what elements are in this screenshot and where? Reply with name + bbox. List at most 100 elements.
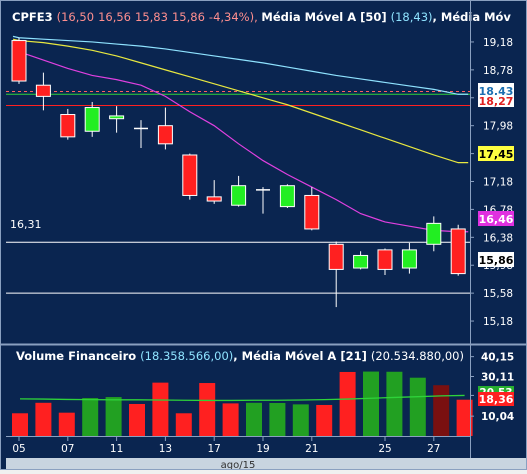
ma50-label: Média Móvel A [50] (261, 10, 386, 24)
volume-bar[interactable] (12, 413, 28, 436)
candle[interactable] (450, 224, 466, 276)
volume-bar[interactable] (129, 403, 145, 436)
candle-body (450, 228, 466, 275)
yellow-ma-badge: 17,45 (479, 148, 514, 161)
volume-bar[interactable] (316, 404, 333, 436)
price-reference-lines (6, 90, 470, 294)
price-tick-label: 16,38 (483, 232, 513, 244)
close-value: 15,86 (172, 10, 205, 24)
candle[interactable] (60, 108, 76, 140)
price-pane[interactable] (6, 6, 470, 343)
candle[interactable] (182, 153, 198, 200)
volume-bars (12, 371, 473, 436)
candle[interactable] (109, 106, 125, 133)
volume-bar[interactable] (105, 397, 122, 436)
volume-last-badge-bg (478, 392, 514, 406)
ma50-badge-bg (478, 83, 514, 98)
candle-body (157, 125, 173, 145)
candle-body (231, 185, 247, 206)
volume-bar[interactable] (152, 382, 169, 436)
candle-body (353, 254, 369, 269)
candle-body (35, 84, 51, 97)
candle[interactable] (134, 120, 148, 149)
red-line-badge-bg (478, 95, 514, 107)
volume-ma-value: (20.534.880,00) (371, 349, 464, 363)
month-label: ago/15 (221, 460, 256, 470)
volume-tick-label: 40,15 (481, 352, 514, 364)
magenta-ma-badge-bg (478, 211, 514, 226)
candle[interactable] (35, 72, 51, 111)
price-tick-label: 17,18 (483, 177, 513, 189)
candle[interactable] (206, 180, 222, 204)
volume-bar[interactable] (222, 403, 239, 436)
time-tick-label: 11 (110, 443, 123, 455)
time-tick-label: 07 (61, 443, 74, 455)
volume-label: Volume Financeiro (16, 349, 136, 363)
volume-badges: 20,53 18,36 (478, 386, 514, 406)
candle[interactable] (84, 101, 100, 137)
candle-body (84, 107, 100, 132)
candle[interactable] (304, 187, 320, 231)
candle[interactable] (426, 216, 442, 252)
volume-bar[interactable] (363, 371, 379, 436)
volume-tick-label: 30,11 (481, 371, 514, 383)
header-trailing-label: Média Móv (441, 10, 512, 24)
reference-line-label: 16,31 (10, 218, 42, 231)
volume-bar[interactable] (199, 383, 216, 436)
high-value: 16,56 (98, 10, 131, 24)
volume-tick-label: 10,04 (481, 411, 514, 423)
time-tick-label: 13 (159, 443, 172, 455)
candle[interactable] (377, 248, 393, 275)
volume-bar[interactable] (269, 402, 286, 436)
volume-ma-label: Média Móvel A [21] (242, 349, 367, 363)
moving-average-line (12, 35, 469, 95)
volume-last-badge: 18,36 (479, 393, 514, 406)
candle-body (206, 196, 222, 202)
time-tick-label: 27 (427, 443, 440, 455)
volume-header: Volume Financeiro (18.358.566,00), Média… (16, 349, 464, 363)
price-axis: 19,1818,7818,3817,9817,5817,1816,7816,38… (470, 37, 513, 328)
volume-bar[interactable] (58, 412, 75, 436)
candle-body (401, 249, 417, 269)
candle[interactable] (328, 241, 344, 308)
candle[interactable] (231, 175, 247, 207)
open-value: 16,50 (61, 10, 94, 24)
price-header: CPFE3 (16,50 16,56 15,83 15,86 -4,34%), … (12, 10, 511, 24)
volume-bar[interactable] (35, 402, 52, 436)
volume-bar[interactable] (386, 371, 403, 436)
price-badges: 18,43 18,27 17,45 16,46 15,86 (478, 83, 514, 267)
price-tick-label: 15,18 (483, 316, 513, 328)
volume-bar[interactable] (246, 402, 262, 436)
yellow-ma-badge-bg (478, 146, 514, 161)
volume-axis: 40,15 30,11 10,04 (470, 352, 514, 423)
candle[interactable] (157, 107, 173, 150)
candle[interactable] (256, 187, 270, 214)
candle[interactable] (279, 184, 295, 209)
volume-bar[interactable] (339, 371, 356, 436)
time-tick-label: 05 (12, 443, 25, 455)
volume-bar[interactable] (82, 398, 99, 436)
candle-body (11, 40, 27, 82)
candle-body (60, 114, 76, 138)
corner-strip (470, 458, 527, 470)
moving-average-line (12, 38, 469, 164)
volume-bar[interactable] (409, 377, 426, 436)
candle-body (304, 194, 320, 230)
volume-bar[interactable] (292, 404, 309, 436)
volume-bar[interactable] (433, 385, 450, 436)
candle[interactable] (11, 37, 27, 84)
time-axis-ticks: 05 07 11 13 17 19 21 25 27 (12, 437, 440, 455)
candle[interactable] (401, 242, 417, 274)
volume-bar[interactable] (456, 399, 473, 436)
magenta-ma-badge: 16,46 (479, 213, 514, 226)
last-price-badge: 15,86 (479, 254, 514, 267)
candle-body (279, 185, 295, 208)
candle[interactable] (353, 251, 369, 270)
time-tick-label: 17 (208, 443, 221, 455)
volume-ma-line (19, 394, 465, 402)
ticker-symbol: CPFE3 (12, 10, 53, 24)
volume-bar[interactable] (175, 413, 192, 436)
ma50-value: (18,43) (391, 10, 433, 24)
